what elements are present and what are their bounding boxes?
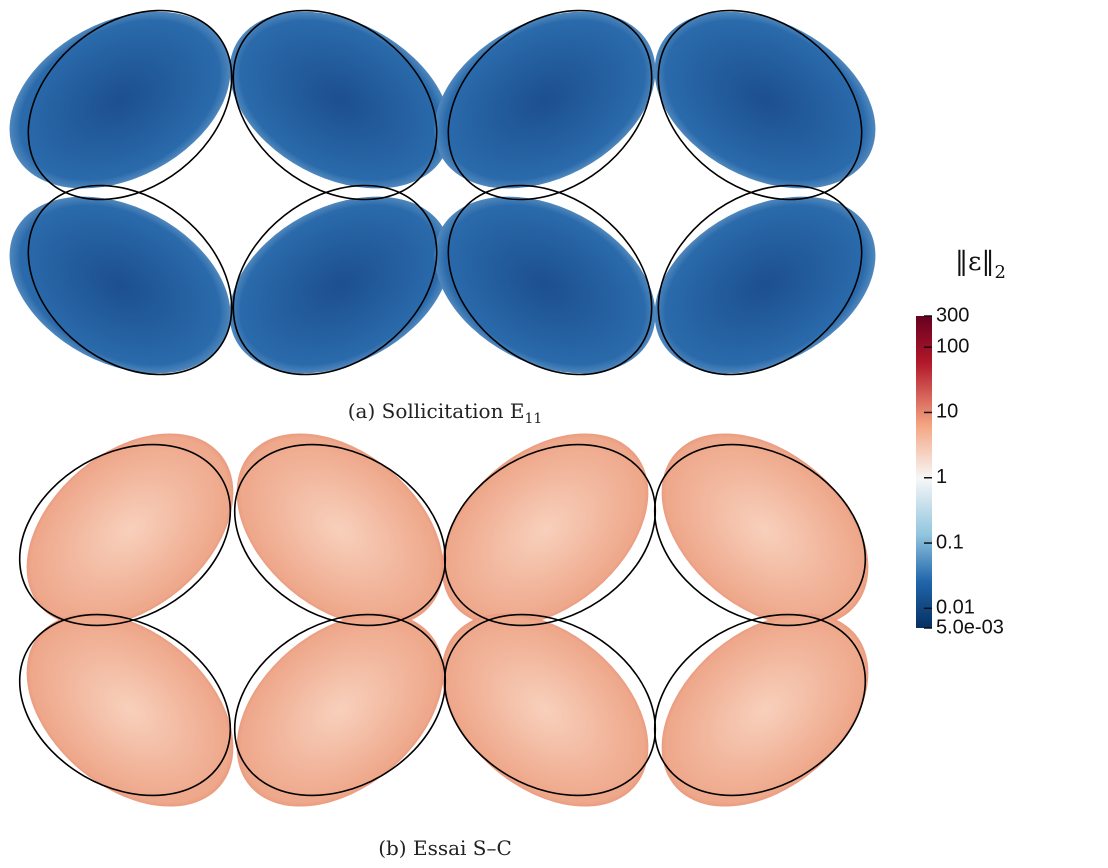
colorbar-tick-label: 1 <box>936 466 947 488</box>
colorbar-label-text: ‖ε‖ <box>955 247 994 277</box>
panel-a-image <box>0 0 906 415</box>
colorbar-tick-label: 300 <box>936 304 969 326</box>
caption-text: (a) Sollicitation E <box>348 399 525 423</box>
colorbar <box>916 316 932 628</box>
caption: (a) Sollicitation E11 <box>348 399 543 427</box>
colorbar-tick-label: 5.0e-03 <box>936 616 1004 638</box>
caption: (b) Essai S–C <box>378 836 512 860</box>
colorbar-tick-label: 0.1 <box>936 531 964 553</box>
colorbar-tick-label: 100 <box>936 335 969 357</box>
colorbar-tick-label: 0.01 <box>936 597 975 619</box>
caption-subscript: 11 <box>524 411 542 427</box>
colorbar-tick-label: 10 <box>936 401 958 423</box>
colorbar-label-subscript: 2 <box>994 262 1005 283</box>
panel-b-image <box>0 394 906 846</box>
colorbar-label: ‖ε‖2 <box>955 247 1006 283</box>
